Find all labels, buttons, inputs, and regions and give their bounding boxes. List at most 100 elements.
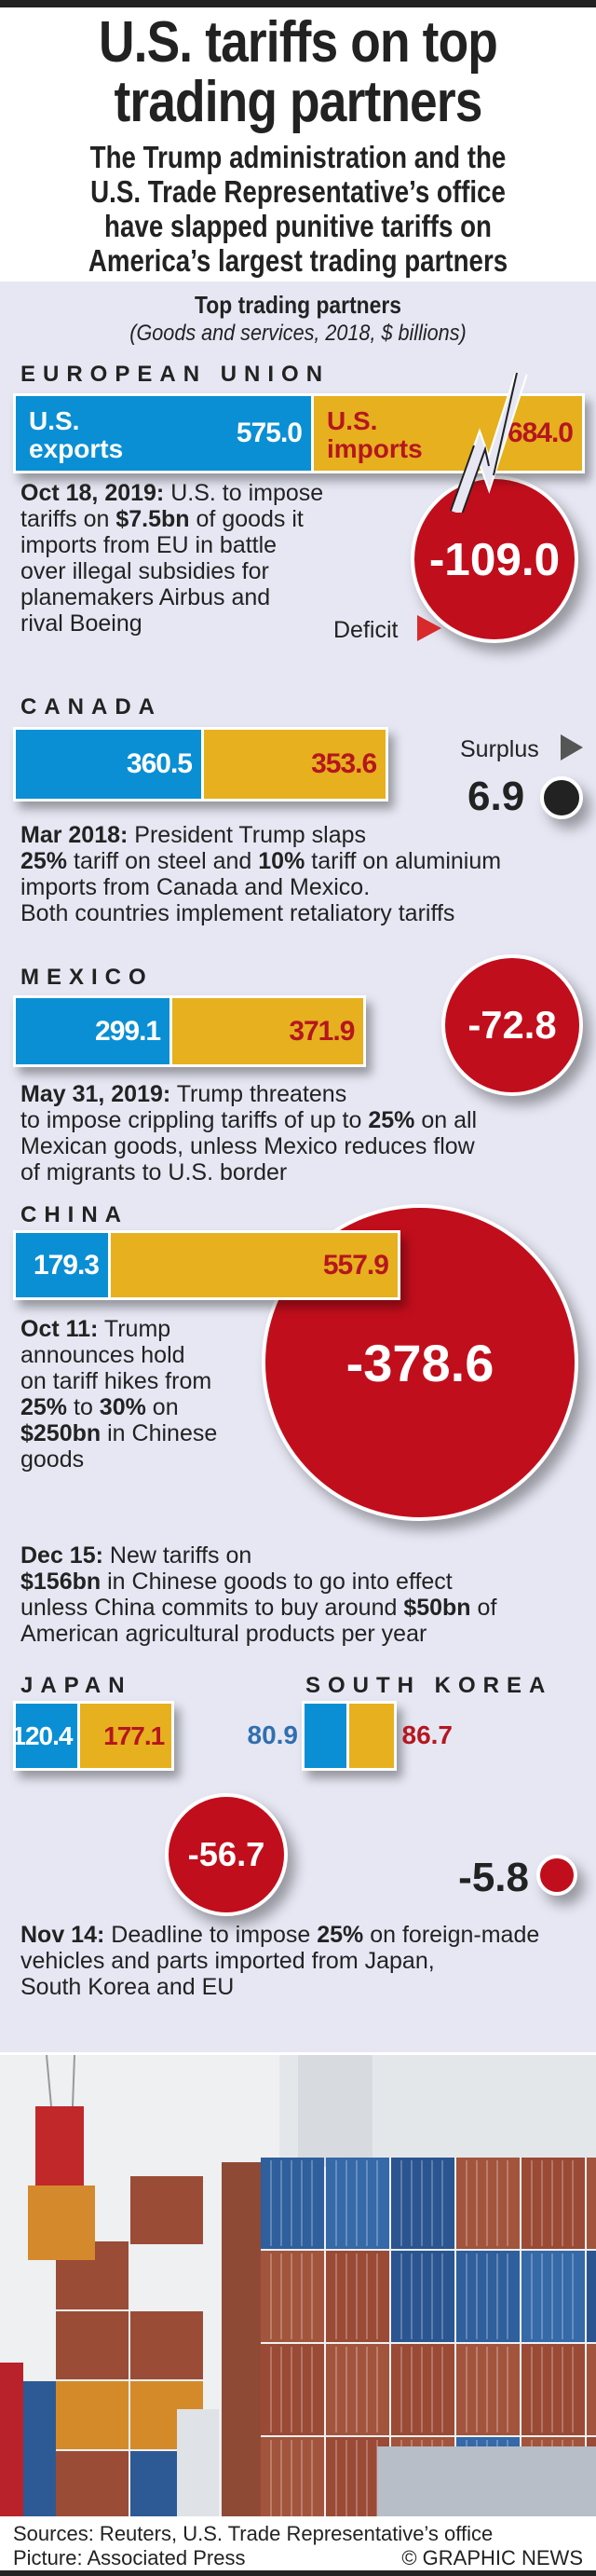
note-line: Mexican goods, unless Mexico reduces flo… <box>20 1133 579 1159</box>
imports-bar: 684.0 U.S. imports <box>311 396 582 471</box>
exports-bar: 360.5 <box>16 730 201 799</box>
note-text: 30% <box>99 1394 146 1420</box>
note-text: to impose crippling tariffs of up to <box>20 1107 369 1133</box>
imports-value: 177.1 <box>103 1720 165 1750</box>
subtitle-line: The Trump administration and the <box>89 140 507 174</box>
note-text: of migrants to U.S. border <box>20 1159 288 1185</box>
balance-value: -5.8 <box>458 1855 529 1900</box>
partner-label: MEXICO <box>20 965 154 990</box>
imports-bar: 177.1 <box>77 1704 172 1768</box>
footer: Sources: Reuters, U.S. Trade Representat… <box>0 2516 596 2570</box>
balance-circle: -72.8 <box>441 954 583 1096</box>
note-line: over illegal subsidies for <box>20 558 384 584</box>
note-line: imports from Canada and Mexico. <box>20 874 579 900</box>
title-line: U.S. tariffs on top <box>99 10 498 75</box>
deficit-arrow-icon <box>417 615 441 641</box>
partner-label: CANADA <box>20 694 162 719</box>
note-text: South Korea and EU <box>20 1974 235 2000</box>
note-line: South Korea and EU <box>20 1974 579 2000</box>
exports-series-label: U.S. exports <box>29 407 123 463</box>
note-text: Trump <box>98 1316 171 1342</box>
label-line: imports <box>327 434 423 463</box>
note-text: over illegal subsidies for <box>20 558 269 584</box>
imports-value: 353.6 <box>311 748 377 779</box>
note-line: Both countries implement retaliatory tar… <box>20 900 579 926</box>
page-subtitle: The Trump administration and the U.S. Tr… <box>47 140 549 278</box>
note-text: on foreign-made <box>363 1922 540 1948</box>
note-line: unless China commits to buy around $50bn… <box>20 1595 579 1621</box>
page-title: U.S. tariffs on top trading partners <box>42 13 554 132</box>
note-line: 25% to 30% on <box>20 1394 272 1420</box>
note-text: New tariffs on <box>102 1542 252 1569</box>
balance-circle: -378.6 <box>262 1204 578 1521</box>
graphic-news-credit: © GRAPHIC NEWS <box>401 2546 583 2569</box>
note-china2: Dec 15: New tariffs on $156bn in Chinese … <box>20 1542 579 1647</box>
trade-bar: 360.5 353.6 <box>13 727 389 802</box>
note-text: on tariff hikes from <box>20 1368 212 1394</box>
note-text: in Chinese <box>101 1420 218 1446</box>
note-text: Dec 15: <box>20 1542 103 1569</box>
note-line: goods <box>20 1446 272 1473</box>
balance-circle <box>536 1855 577 1896</box>
imports-value: 684.0 <box>507 418 574 448</box>
note-text: of goods it <box>189 506 304 532</box>
balance-circle <box>540 776 583 819</box>
exports-bar: 179.3 <box>16 1233 108 1297</box>
partner-label: EUROPEAN UNION <box>20 362 331 387</box>
note-text: on <box>145 1394 179 1420</box>
note-text: 25% <box>368 1107 415 1133</box>
note-text: U.S. to impose <box>164 480 324 506</box>
note-line: rival Boeing <box>20 610 384 637</box>
exports-value: 299.1 <box>95 1015 161 1047</box>
note-line: $250bn in Chinese <box>20 1420 272 1446</box>
label-line: exports <box>29 434 124 463</box>
surplus-label: Surplus <box>460 736 539 762</box>
note-text: $50bn <box>403 1595 471 1621</box>
imports-value: 86.7 <box>401 1720 454 1749</box>
container-port-photo <box>0 2055 596 2516</box>
subtitle-line: America’s largest trading partners <box>88 243 508 278</box>
exports-value: 360.5 <box>126 748 193 779</box>
trade-bar: 299.1 371.9 <box>13 995 367 1067</box>
note-line: of migrants to U.S. border <box>20 1159 579 1185</box>
subtitle-line: U.S. Trade Representative’s office <box>90 174 506 209</box>
picture-credit: Picture: Associated Press <box>13 2546 246 2569</box>
note-text: Nov 14: <box>20 1922 105 1948</box>
note-line: tariffs on $7.5bn of goods it <box>20 506 384 532</box>
partner-label: JAPAN <box>20 1673 132 1698</box>
label-line: U.S. <box>327 406 378 435</box>
note-text: May 31, 2019: <box>20 1081 171 1107</box>
note-text: on all <box>414 1107 478 1133</box>
note-text: 25% <box>20 1394 68 1420</box>
note-china1: Oct 11: Trump announces hold on tariff hik… <box>20 1316 272 1473</box>
partner-label: SOUTH KOREA <box>305 1673 553 1698</box>
title-line: trading partners <box>114 70 482 134</box>
note-text: $156bn <box>20 1569 102 1595</box>
partner-label: CHINA <box>20 1202 129 1227</box>
note-line: 25% tariff on steel and 10% tariff on al… <box>20 848 579 874</box>
exports-bar <box>305 1704 346 1768</box>
note-line: vehicles and parts imported from Japan, <box>20 1948 579 1974</box>
exports-value: 120.4 <box>11 1720 73 1750</box>
subtitle-line: have slapped punitive tariffs on <box>104 209 492 243</box>
top-rule <box>0 0 596 7</box>
label-line: U.S. <box>29 406 80 435</box>
note-text: Mexican goods, unless Mexico reduces flo… <box>20 1133 475 1159</box>
note-line: Mar 2018: President Trump slaps <box>20 822 579 848</box>
note-line: Dec 15: New tariffs on <box>20 1542 579 1569</box>
balance-circle: -56.7 <box>165 1793 288 1916</box>
note-text: President Trump slaps <box>128 822 367 848</box>
trade-bar <box>302 1701 397 1771</box>
note-text: 10% <box>258 848 305 874</box>
imports-value: 371.9 <box>289 1015 355 1047</box>
note-japan: Nov 14: Deadline to impose 25% on foreig… <box>20 1922 579 2000</box>
note-line: $156bn in Chinese goods to go into effec… <box>20 1569 579 1595</box>
note-text: imports from EU in battle <box>20 532 278 558</box>
note-eu: Oct 18, 2019: U.S. to impose tariffs on $… <box>20 480 384 637</box>
surplus-arrow-icon <box>561 734 583 760</box>
note-text: Oct 18, 2019: <box>20 480 165 506</box>
note-text: Trump threatens <box>170 1081 347 1107</box>
note-line: Oct 18, 2019: U.S. to impose <box>20 480 384 506</box>
note-text: to <box>67 1394 100 1420</box>
note-text: announces hold <box>20 1342 185 1368</box>
